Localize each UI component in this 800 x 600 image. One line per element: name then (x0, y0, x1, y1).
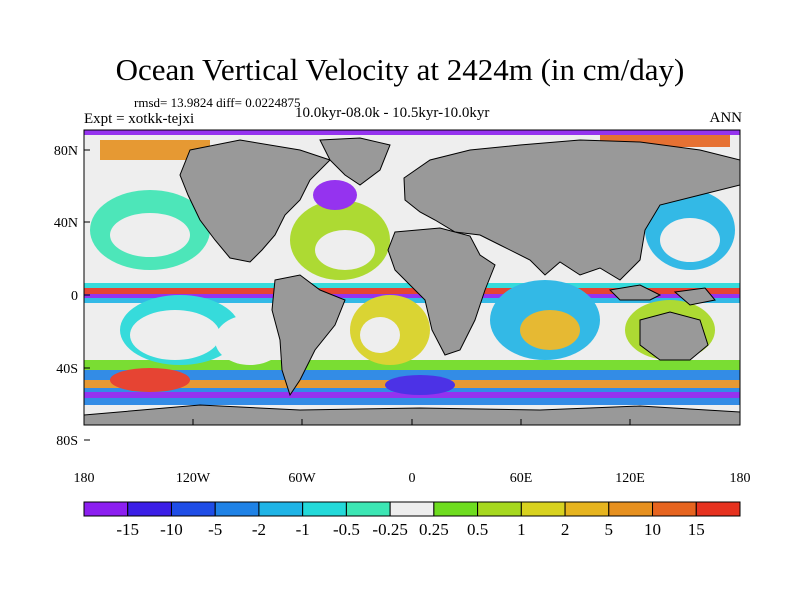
lon-label: 60W (288, 471, 316, 486)
lat-label: 80N (54, 144, 78, 159)
colorbar-swatch (83, 501, 129, 517)
land (84, 137, 740, 425)
lon-label: 0 (409, 471, 416, 486)
colorbar-swatch (389, 501, 435, 517)
colorbar-swatch (345, 501, 391, 517)
colorbar-swatch (564, 501, 610, 517)
colorbar-swatch (477, 501, 522, 517)
colorbar-swatch (652, 501, 697, 517)
lat-label: 0 (71, 289, 78, 304)
colorbar-swatch (302, 501, 347, 517)
colorbar-label: 10 (644, 520, 661, 539)
colorbar-label: -10 (160, 520, 183, 539)
colorbar-swatch (608, 501, 654, 517)
season-label: ANN (709, 110, 743, 126)
colorbar: -15 -10 -5 -2 -1 -0.5 -0.25 0.25 0.5 1 2 5 10 15 (83, 501, 741, 539)
colorbar-swatch (433, 501, 479, 517)
map-area (84, 130, 740, 425)
longitude-labels: 180 120W 60W 0 60E 120E 180 (74, 471, 751, 486)
plot-title: Ocean Vertical Velocity at 2424m (in cm/… (115, 52, 685, 87)
latitude-labels: 80N 40N 0 40S 80S (54, 144, 78, 449)
lon-label: 120W (176, 471, 211, 486)
lat-label: 40S (56, 362, 78, 377)
lon-label: 60E (510, 471, 533, 486)
colorbar-label: 15 (688, 520, 705, 539)
colorbar-swatch (520, 501, 566, 517)
colorbar-swatch (695, 501, 741, 517)
colorbar-swatch (127, 501, 172, 517)
colorbar-label: -15 (116, 520, 139, 539)
lat-label: 80S (56, 434, 78, 449)
colorbar-label: -1 (296, 520, 310, 539)
experiment-label: Expt = xotkk-tejxi (84, 111, 195, 127)
colorbar-label: -0.25 (372, 520, 407, 539)
period-label: 10.0kyr-08.0k - 10.5kyr-10.0kyr (295, 105, 490, 121)
colorbar-label: -2 (252, 520, 266, 539)
lon-label: 180 (74, 471, 95, 486)
colorbar-label: -5 (208, 520, 222, 539)
axis-ticks (83, 149, 741, 441)
colorbar-swatch (258, 501, 304, 517)
colorbar-swatch (214, 501, 260, 517)
colorbar-label: 1 (517, 520, 526, 539)
stats-label: rmsd= 13.9824 diff= 0.0224875 (134, 95, 301, 110)
colorbar-swatch (170, 501, 216, 517)
lon-label: 120E (615, 471, 645, 486)
lon-label: 180 (730, 471, 751, 486)
colorbar-label: 0.5 (467, 520, 488, 539)
colorbar-label: 2 (561, 520, 570, 539)
colorbar-label: 5 (605, 520, 614, 539)
colorbar-label: -0.5 (333, 520, 360, 539)
lat-label: 40N (54, 216, 78, 231)
colorbar-label: 0.25 (419, 520, 449, 539)
